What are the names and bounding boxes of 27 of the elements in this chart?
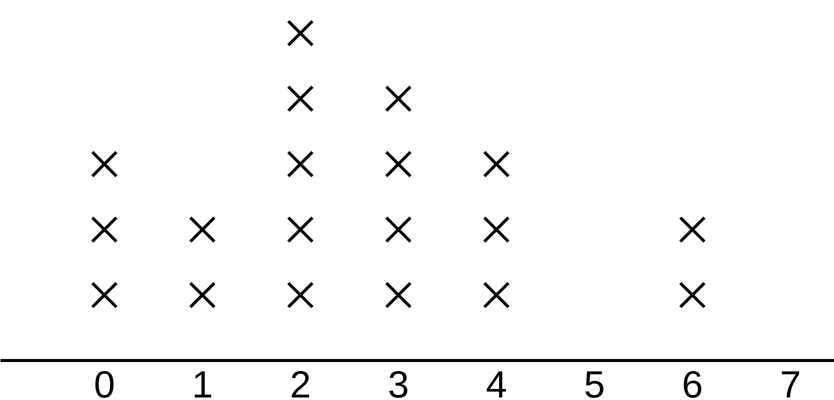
point [384,216,412,244]
point [90,282,118,309]
point [286,85,314,112]
point [90,216,118,244]
point [482,282,510,309]
point [678,216,706,244]
x-tick-label: 3 [388,364,409,400]
point [286,282,314,309]
x-tick-label: 5 [584,364,605,400]
x-tick-label: 0 [94,364,115,400]
point [90,150,118,178]
x-tick-label: 6 [682,364,703,400]
point [678,282,706,309]
point [384,282,412,309]
point [482,150,510,178]
point [188,282,216,309]
x-tick-label: 1 [192,364,213,400]
point [482,216,510,244]
point [384,150,412,178]
x-tick-label: 2 [290,364,311,400]
point [286,216,314,244]
x-tick-label: 4 [486,364,507,400]
point [384,85,412,112]
point [188,216,216,244]
point [286,150,314,178]
point [286,20,314,47]
x-tick-label: 7 [780,364,801,400]
